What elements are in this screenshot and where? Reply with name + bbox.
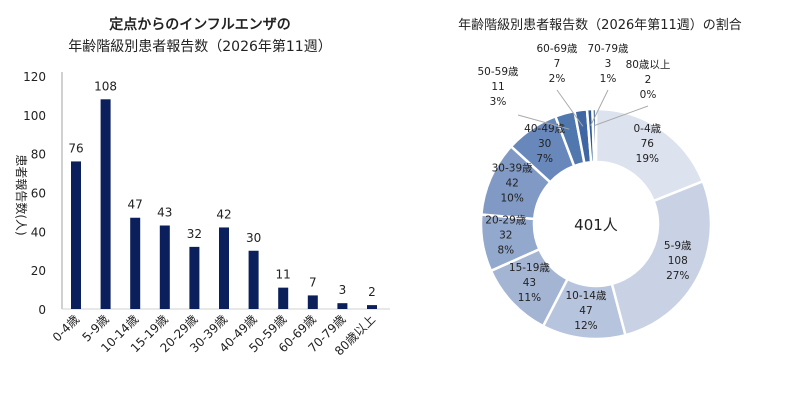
donut-data-label: 11% [518,292,541,304]
bar-10-14歳 [130,217,141,309]
bar-data-label: 11 [276,268,291,282]
y-tick-label: 60 [31,187,46,201]
y-tick-label: 20 [31,264,46,278]
donut-data-label: 2% [549,73,566,85]
bar-20-29歳 [189,246,200,309]
donut-slice-5-9歳 [610,179,713,337]
donut-chart-title: 年齢階級別患者報告数（2026年第11週）の割合 [458,17,742,33]
donut-data-label: 2 [645,74,652,86]
donut-data-label: 76 [641,138,655,150]
bar-data-label: 7 [309,275,317,289]
donut-data-label: 0% [640,89,657,101]
leader-line [590,89,609,126]
donut-data-label: 43 [523,277,536,289]
donut-center-label: 401人 [574,216,618,234]
bar-data-label: 2 [368,285,376,299]
leader-line [556,89,584,127]
donut-data-label: 80歳以上 [626,59,671,71]
bar-data-label: 76 [68,141,83,155]
donut-data-label: 108 [668,255,688,267]
donut-data-label: 10% [500,192,523,204]
bar-15-19歳 [159,225,170,309]
donut-data-label: 70-79歳 [587,43,629,55]
donut-data-label: 10-14歳 [565,290,607,302]
bar-data-label: 108 [94,79,117,93]
bar-chart-title-line1: 定点からのインフルエンザの [109,16,291,33]
donut-data-label: 40-49歳 [524,123,566,135]
bar-data-label: 43 [157,206,172,220]
bar-data-label: 30 [246,231,261,245]
donut-data-label: 12% [574,320,597,332]
donut-data-label: 30-39歳 [492,162,534,174]
bar-80歳以上 [367,305,377,309]
y-axis-label: 患者報告数(人) [14,154,29,235]
donut-data-label: 11 [491,81,504,93]
donut-data-label: 5-9歳 [664,240,692,252]
donut-data-label: 32 [499,229,512,241]
donut-data-label: 7 [554,58,561,70]
donut-data-label: 60-69歳 [536,43,578,55]
bar-30-39歳 [219,227,229,309]
donut-data-label: 15-19歳 [509,262,551,274]
donut-data-label: 3% [490,96,507,108]
y-tick-label: 100 [23,109,46,123]
bar-0-4歳 [71,161,81,309]
y-tick-label: 120 [23,70,46,84]
bar-chart-title-line2: 年齢階級別患者報告数（2026年第11週） [68,38,331,55]
donut-data-label: 3 [605,58,612,70]
donut-data-label: 8% [497,244,514,256]
bar-chart: 定点からのインフルエンザの 年齢階級別患者報告数（2026年第11週） 患者報告… [14,16,390,358]
bar-data-label: 32 [187,227,202,241]
bar-data-label: 3 [339,283,347,297]
leader-line [594,105,649,126]
donut-data-label: 19% [636,153,659,165]
donut-slice-80歳以上 [591,107,598,164]
donut-data-label: 47 [579,305,592,317]
donut-data-label: 0-4歳 [633,123,661,135]
donut-data-label: 50-59歳 [477,66,519,78]
donut-data-label: 7% [536,153,553,165]
bar-40-49歳 [248,250,259,309]
y-tick-label: 0 [38,303,46,317]
x-tick-label: 0-4歳 [50,312,82,344]
bar-data-label: 42 [216,207,231,221]
bar-70-79歳 [337,303,348,309]
leader-line [517,114,570,130]
donut-chart: 年齢階級別患者報告数（2026年第11週）の割合 401人 0-4歳 76 19% 5… [458,17,742,341]
donut-data-label: 1% [600,73,617,85]
bar-60-69歳 [307,295,318,309]
bar-data-label: 47 [128,198,143,212]
donut-data-label: 20-29歳 [485,214,527,226]
y-tick-label: 80 [31,148,46,162]
donut-data-label: 27% [666,270,689,282]
bar-5-9歳 [100,99,111,309]
donut-data-label: 42 [505,177,518,189]
y-tick-label: 40 [31,225,46,239]
bar-50-59歳 [278,287,289,309]
donut-data-label: 30 [538,138,551,150]
